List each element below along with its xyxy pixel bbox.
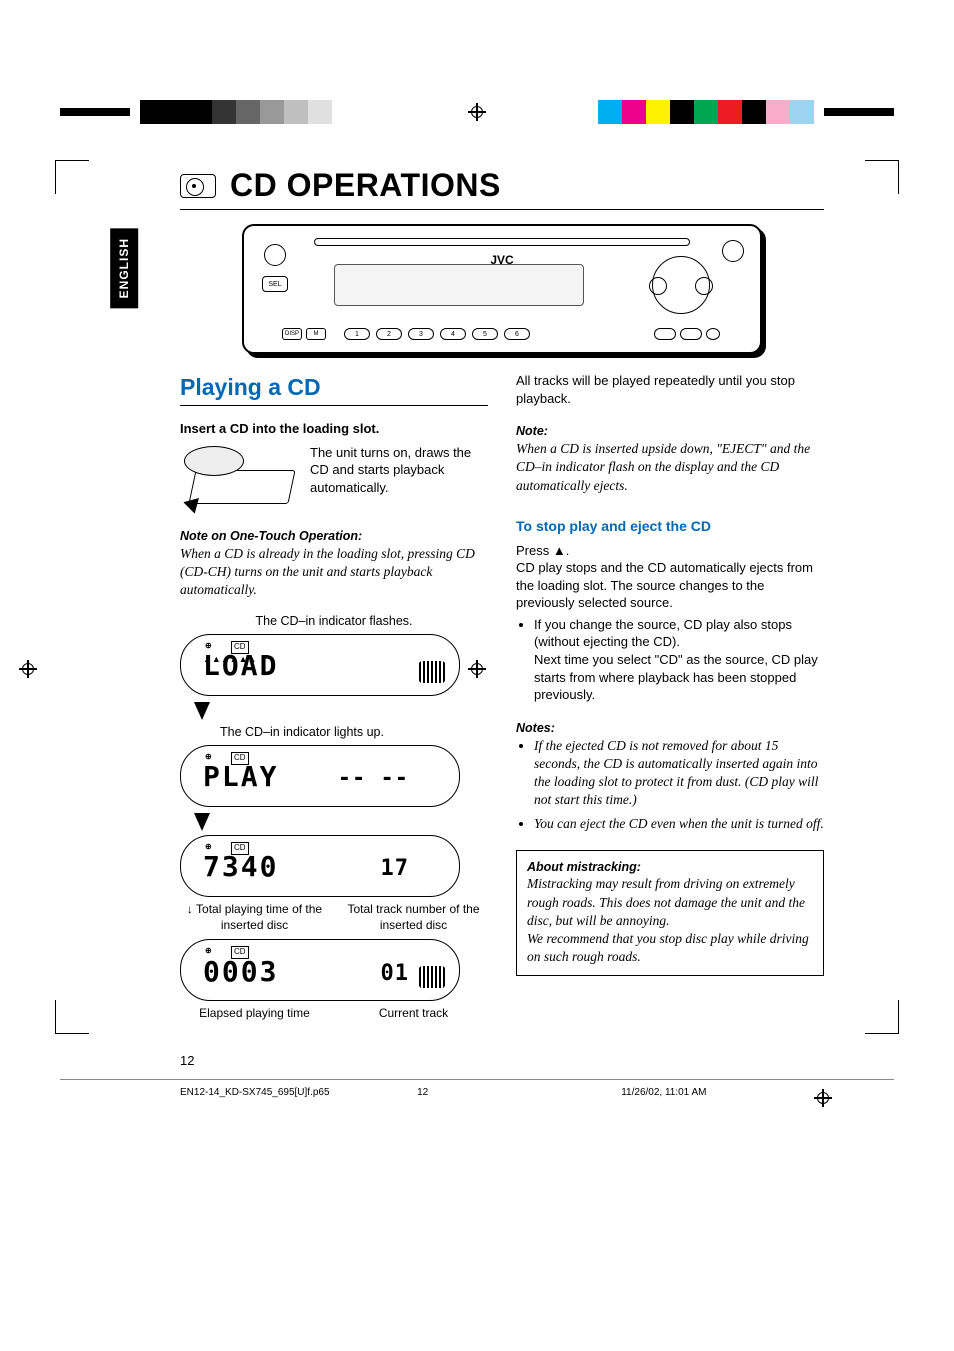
footer-file: EN12-14_KD-SX745_695[U]f.p65 [180,1086,330,1104]
box-body: We recommend that you stop disc play whi… [527,930,813,966]
down-arrow-icon [194,702,210,720]
lcd-caption: Total track number of the inserted disc [339,901,488,933]
color-swatch [742,100,766,124]
color-swatch [670,100,694,124]
color-swatch [646,100,670,124]
notes-heading: Notes: [516,720,824,737]
page-title: CD OPERATIONS [230,164,501,207]
color-swatch [164,100,188,124]
list-item: You can eject the CD even when the unit … [534,815,824,833]
cd-insert-figure [180,444,300,514]
crop-mark [865,1000,899,1034]
color-swatch [718,100,742,124]
crop-mark [865,160,899,194]
sel-button: SEL [262,276,288,292]
radio-preset-button: 1 [344,328,370,340]
crop-mark [55,1000,89,1034]
section-heading: Playing a CD [180,372,488,403]
color-registration-bar [60,100,894,124]
subsection-heading: To stop play and eject the CD [516,517,824,536]
radio-mini-button: DISP [282,328,302,340]
step-body: The unit turns on, draws the CD and star… [310,444,488,497]
box-body: Mistracking may result from driving on e… [527,875,813,930]
lcd-caption: The CD–in indicator lights up. [180,724,488,741]
lcd-display: ⊕CD000301 [180,939,460,1001]
mistracking-box: About mistracking: Mistracking may resul… [516,850,824,976]
color-swatch [622,100,646,124]
footer-timestamp: 11/26/02, 11:01 AM [621,1086,706,1104]
lcd-display: ⊕CDPLAY-- -- [180,745,460,807]
note-body: When a CD is inserted upside down, "EJEC… [516,440,824,495]
down-arrow-icon [194,813,210,831]
registration-mark [19,660,37,678]
color-swatch [332,100,356,124]
color-swatch [260,100,284,124]
print-footer: EN12-14_KD-SX745_695[U]f.p65 12 11/26/02… [60,1080,894,1104]
language-tab: ENGLISH [110,228,138,308]
color-swatch [308,100,332,124]
radio-preset-button: 4 [440,328,466,340]
color-swatch [766,100,790,124]
radio-preset-button: 6 [504,328,530,340]
registration-mark [814,1089,832,1107]
list-item: If you change the source, CD play also s… [534,616,824,704]
paragraph: Press ▲. [516,542,824,560]
color-swatch [236,100,260,124]
color-swatch [598,100,622,124]
paragraph: CD play stops and the CD automatically e… [516,559,824,612]
crop-mark [55,160,89,194]
color-swatch [188,100,212,124]
note-heading: Note: [516,423,824,440]
left-column: Playing a CD Insert a CD into the loadin… [180,372,488,1021]
step-heading: Insert a CD into the loading slot. [180,420,488,438]
content-area: ENGLISH CD OPERATIONS JVC SEL DISPM 1234… [180,164,824,1069]
page: ENGLISH CD OPERATIONS JVC SEL DISPM 1234… [0,0,954,1144]
radio-preset-button: 3 [408,328,434,340]
note-body: When a CD is already in the loading slot… [180,545,488,600]
radio-preset-button: 2 [376,328,402,340]
lcd-caption: The CD–in indicator flashes. [180,613,488,630]
box-heading: About mistracking: [527,859,813,876]
color-swatch [212,100,236,124]
list-item: If the ejected CD is not removed for abo… [534,737,824,810]
lcd-caption: Current track [339,1005,488,1021]
paragraph: All tracks will be played repeatedly unt… [516,372,824,407]
radio-unit-figure: JVC SEL DISPM 123456 [242,224,762,354]
page-number: 12 [180,1052,824,1070]
color-swatch [694,100,718,124]
lcd-caption: Elapsed playing time [180,1005,329,1021]
color-swatch [140,100,164,124]
cd-icon [180,174,216,198]
radio-mini-button: M [306,328,326,340]
lcd-caption: ↓ Total playing time of the inserted dis… [180,901,329,933]
footer-page: 12 [417,1086,428,1104]
right-column: All tracks will be played repeatedly unt… [516,372,824,1021]
lcd-display: ⊕CD▲▲▲▲▲▲LOAD [180,634,460,696]
lcd-display: ⊕CD734017 [180,835,460,897]
color-swatch [284,100,308,124]
radio-preset-button: 5 [472,328,498,340]
color-swatch [790,100,814,124]
note-heading: Note on One-Touch Operation: [180,528,488,545]
